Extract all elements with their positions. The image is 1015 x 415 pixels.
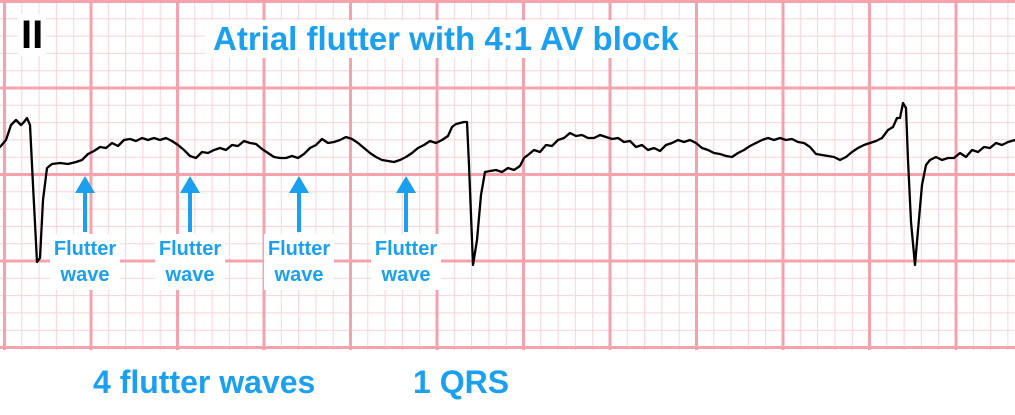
flutter-wave-label-line2: wave (165, 264, 215, 286)
flutter-arrow-4 (396, 176, 416, 232)
flutter-wave-label-2: Flutter wave (155, 234, 225, 290)
flutter-wave-label-line2: wave (60, 264, 110, 286)
flutter-wave-label-line1: Flutter (267, 238, 331, 260)
ecg-strip (0, 0, 1015, 350)
ecg-trace (0, 101, 1015, 267)
flutter-wave-label-3: Flutter wave (264, 234, 334, 290)
qrs-count-label: 1 QRS (413, 364, 510, 400)
flutter-wave-label-line2: wave (274, 264, 324, 286)
flutter-wave-label-4: Flutter wave (371, 234, 441, 290)
flutter-arrow-1 (75, 176, 95, 232)
lead-label: II (18, 14, 47, 56)
flutter-wave-label-line1: Flutter (158, 238, 222, 260)
diagram-title: Atrial flutter with 4:1 AV block (205, 20, 687, 58)
flutter-wave-label-line1: Flutter (53, 238, 117, 260)
flutter-count-label: 4 flutter waves (93, 364, 316, 400)
flutter-wave-label-line1: Flutter (374, 238, 438, 260)
flutter-arrow-3 (289, 176, 309, 232)
flutter-wave-label-1: Flutter wave (50, 234, 120, 290)
flutter-arrows (75, 176, 416, 232)
flutter-wave-label-line2: wave (381, 264, 431, 286)
flutter-arrow-2 (180, 176, 200, 232)
